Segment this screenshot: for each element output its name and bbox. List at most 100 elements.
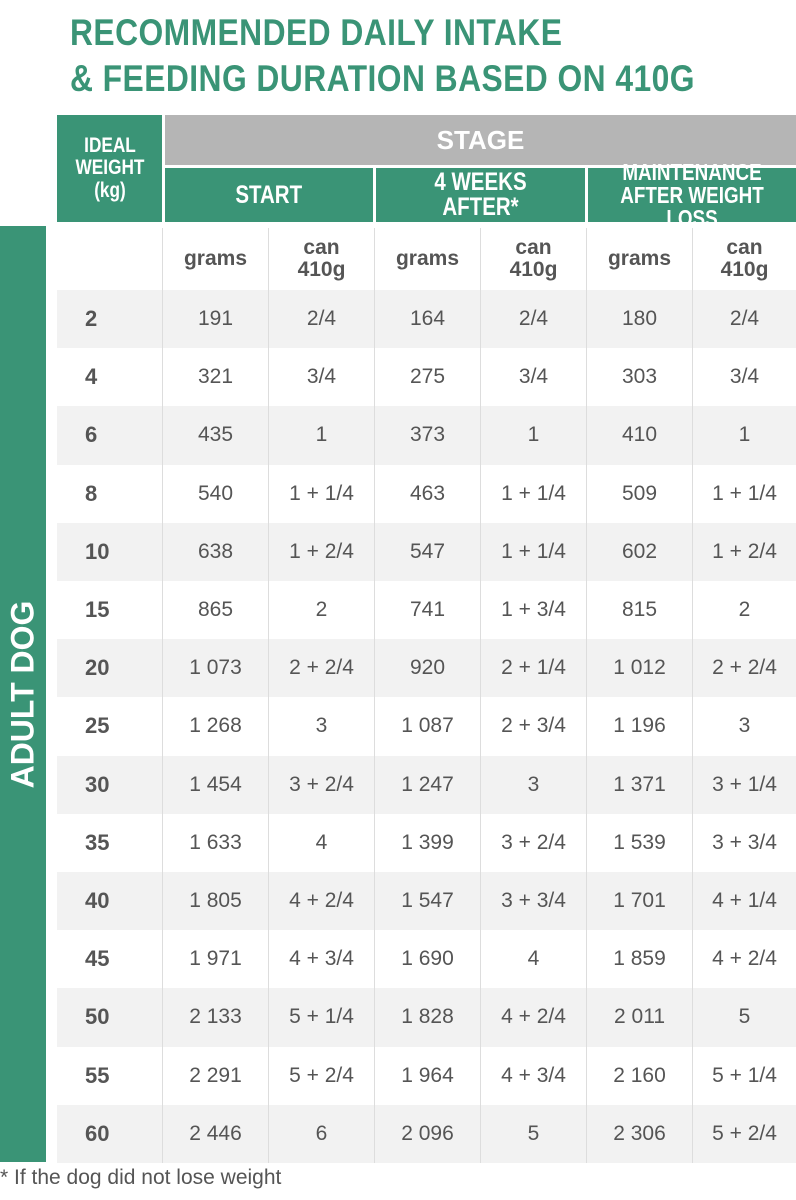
unit-header: can 410g: [720, 235, 769, 281]
value-cell: 1 633: [162, 813, 268, 872]
weight-cell: 30: [85, 771, 110, 797]
value-cell: 5 + 2/4: [268, 1046, 374, 1105]
row-background: [57, 522, 796, 581]
value-cell: 1 547: [374, 872, 480, 931]
value-cell: 3 + 2/4: [480, 813, 586, 872]
value-cell: 3 + 3/4: [692, 813, 796, 872]
value-cell: 435: [162, 406, 268, 465]
weight-cell: 20: [85, 655, 110, 681]
weight-cell: 25: [85, 713, 110, 739]
value-cell: 1 971: [162, 930, 268, 989]
weight-header: IDEAL WEIGHT (kg): [75, 134, 144, 202]
value-cell: 1 + 1/4: [480, 464, 586, 523]
value-cell: 4 + 1/4: [692, 872, 796, 931]
stage-cell: MAINTENANCE AFTER WEIGHT LOSS: [588, 160, 796, 229]
value-cell: 4 + 2/4: [268, 872, 374, 931]
value-cell: 5: [480, 1104, 586, 1163]
side-label: ADULT DOG: [4, 600, 41, 788]
value-cell: 463: [374, 464, 480, 523]
value-cell: 1 268: [162, 697, 268, 756]
unit-header: can 410g: [509, 235, 558, 281]
title-line: & FEEDING DURATION BASED ON 410G: [70, 58, 695, 99]
value-cell: 3/4: [692, 348, 796, 407]
row-background: [57, 930, 796, 989]
weight-cell: 2: [85, 306, 98, 332]
row-background: [57, 697, 796, 756]
row-background: [57, 406, 796, 465]
value-cell: 2 + 3/4: [480, 697, 586, 756]
value-cell: 303: [586, 348, 692, 407]
value-cell: 3/4: [268, 348, 374, 407]
value-cell: 2 011: [586, 988, 692, 1047]
value-cell: 1 + 1/4: [692, 464, 796, 523]
unit-header: grams: [395, 246, 460, 270]
unit-header-cell: can 410g: [480, 228, 586, 290]
value-cell: 1 247: [374, 755, 480, 814]
weight-cell: 35: [85, 829, 110, 855]
row-background: [57, 872, 796, 931]
value-cell: 4 + 3/4: [480, 1046, 586, 1105]
value-cell: 5 + 2/4: [692, 1104, 796, 1163]
value-cell: 2 133: [162, 988, 268, 1047]
stage-header-cell: STAGE: [165, 115, 796, 165]
unit-header-cell: grams: [374, 228, 480, 290]
value-cell: 1 859: [586, 930, 692, 989]
weight-cell: 10: [85, 538, 110, 564]
value-cell: 1 399: [374, 813, 480, 872]
value-cell: 920: [374, 639, 480, 698]
stage-cell: 4 WEEKS AFTER*: [376, 168, 585, 222]
value-cell: 1 828: [374, 988, 480, 1047]
value-cell: 2: [268, 581, 374, 640]
value-cell: 4 + 2/4: [480, 988, 586, 1047]
value-cell: 4 + 2/4: [692, 930, 796, 989]
value-cell: 2 160: [586, 1046, 692, 1105]
value-cell: 1 + 2/4: [268, 522, 374, 581]
stage-cell: START: [165, 168, 373, 222]
value-cell: 1 371: [586, 755, 692, 814]
value-cell: 1 + 2/4: [692, 522, 796, 581]
value-cell: 865: [162, 581, 268, 640]
stage-label: START: [235, 180, 303, 209]
value-cell: 4: [480, 930, 586, 989]
row-background: [57, 464, 796, 523]
value-cell: 602: [586, 522, 692, 581]
weight-cell: 6: [85, 422, 98, 448]
value-cell: 815: [586, 581, 692, 640]
unit-header-cell: can 410g: [692, 228, 796, 290]
value-cell: 1: [268, 406, 374, 465]
weight-header-cell: IDEAL WEIGHT (kg): [57, 115, 162, 222]
value-cell: 164: [374, 290, 480, 349]
value-cell: 2 446: [162, 1104, 268, 1163]
value-cell: 1 805: [162, 872, 268, 931]
unit-header: grams: [183, 246, 248, 270]
value-cell: 2: [692, 581, 796, 640]
value-cell: 3: [268, 697, 374, 756]
value-cell: 373: [374, 406, 480, 465]
value-cell: 4 + 3/4: [268, 930, 374, 989]
value-cell: 3: [480, 755, 586, 814]
weight-cell: 8: [85, 480, 98, 506]
row-background: [57, 348, 796, 407]
weight-cell: 50: [85, 1004, 110, 1030]
value-cell: 547: [374, 522, 480, 581]
value-cell: 321: [162, 348, 268, 407]
row-background: [57, 290, 796, 349]
row-background: [57, 639, 796, 698]
value-cell: 1 012: [586, 639, 692, 698]
value-cell: 509: [586, 464, 692, 523]
unit-header-cell: grams: [586, 228, 692, 290]
unit-header-cell: can 410g: [268, 228, 374, 290]
value-cell: 180: [586, 290, 692, 349]
value-cell: 1 196: [586, 697, 692, 756]
title-line: RECOMMENDED DAILY INTAKE: [70, 12, 563, 53]
value-cell: 5: [692, 988, 796, 1047]
side-bar: ADULT DOG: [0, 226, 46, 1162]
unit-header-cell: grams: [162, 228, 268, 290]
weight-cell: 45: [85, 946, 110, 972]
value-cell: 2 + 2/4: [692, 639, 796, 698]
value-cell: 3 + 3/4: [480, 872, 586, 931]
row-background: [57, 1046, 796, 1105]
value-cell: 2 + 1/4: [480, 639, 586, 698]
stage-header: STAGE: [436, 124, 525, 155]
